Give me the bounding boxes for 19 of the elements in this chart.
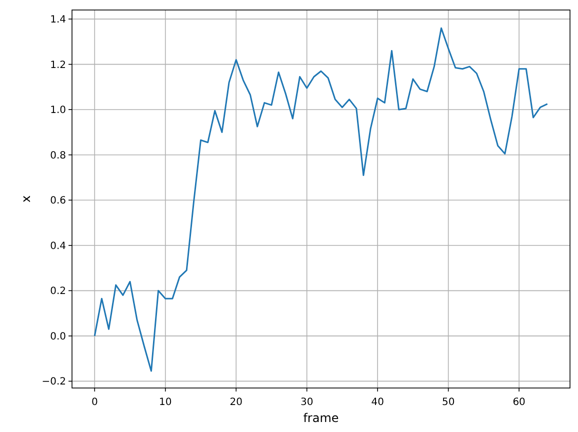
y-tick-label: 0.0: [50, 331, 66, 342]
x-tick-label: 0: [91, 397, 98, 408]
x-tick-label: 30: [300, 397, 314, 408]
y-tick-label: −0.2: [42, 376, 66, 388]
x-tick-label: 60: [512, 397, 526, 408]
x-tick-label: 50: [442, 397, 455, 408]
x-tick-label: 20: [230, 397, 242, 408]
y-tick-label: 0.8: [50, 150, 66, 162]
y-axis-title: x: [19, 195, 33, 203]
x-tick-label: 10: [159, 397, 172, 408]
y-tick-label: 0.2: [50, 286, 66, 298]
y-tick-label: 1.4: [50, 14, 66, 26]
y-tick-label: 1.2: [50, 60, 66, 71]
y-tick-label: 0.4: [50, 240, 66, 252]
x-axis-title: frame: [303, 411, 339, 425]
line-series: [94, 27, 548, 372]
y-tick-label: 0.6: [50, 196, 66, 207]
x-tick-label: 40: [371, 397, 384, 408]
y-tick-label: 1.0: [50, 105, 66, 116]
